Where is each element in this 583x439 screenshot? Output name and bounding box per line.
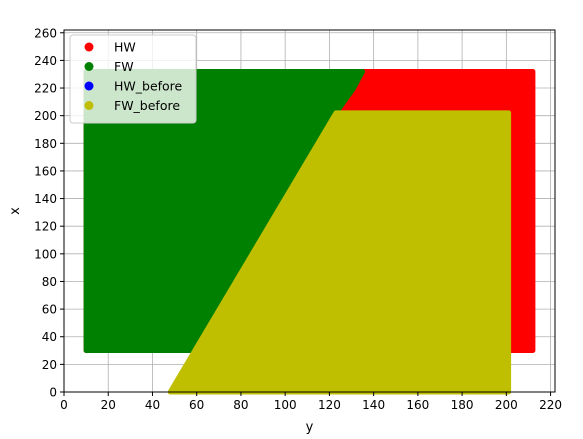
y-tick-label: 200 — [34, 109, 57, 123]
y-tick-label: 180 — [34, 137, 57, 151]
legend-box — [69, 34, 197, 124]
x-tick-label: 80 — [233, 398, 248, 412]
legend-marker — [84, 101, 94, 110]
y-tick-label: 40 — [42, 330, 57, 344]
x-axis-label: y — [306, 420, 314, 435]
x-tick-label: 200 — [495, 398, 518, 412]
y-tick-label: 100 — [34, 247, 57, 261]
legend-marker — [84, 81, 94, 91]
x-tick-label: 0 — [60, 398, 68, 412]
legend: HW FW HW_before FW_before — [69, 34, 197, 124]
x-tick-label: 140 — [362, 398, 385, 412]
y-tick-label: 220 — [34, 82, 57, 96]
y-tick-label: 80 — [42, 275, 57, 289]
x-tick-label: 60 — [189, 398, 204, 412]
x-tick-label: 40 — [145, 398, 160, 412]
data-regions — [83, 69, 536, 395]
legend-label: HW — [114, 40, 136, 55]
x-tick-label: 160 — [406, 398, 429, 412]
x-tick-label: 180 — [451, 398, 474, 412]
y-tick-label: 20 — [42, 358, 57, 372]
legend-label: FW — [114, 59, 134, 74]
y-tick-label: 260 — [34, 26, 57, 40]
x-axis-ticks: 0 20 40 60 80 100 120 140 160 180 200 220 — [60, 392, 562, 412]
y-tick-label: 140 — [34, 192, 57, 206]
legend-label: FW_before — [114, 98, 180, 113]
x-tick-label: 220 — [539, 398, 562, 412]
y-axis-label: x — [8, 207, 23, 215]
y-tick-label: 240 — [34, 54, 57, 68]
y-tick-label: 0 — [49, 386, 57, 400]
x-tick-label: 100 — [274, 398, 297, 412]
y-tick-label: 60 — [42, 303, 57, 317]
legend-marker — [84, 42, 94, 52]
plot-frame — [63, 29, 556, 393]
legend-marker — [84, 62, 94, 71]
axes-frame — [63, 29, 556, 393]
x-tick-label: 20 — [101, 398, 116, 412]
y-tick-label: 120 — [34, 220, 57, 234]
x-tick-label: 120 — [318, 398, 341, 412]
legend-label: HW_before — [114, 79, 183, 94]
y-tick-label: 160 — [34, 164, 57, 178]
y-axis-ticks: 0 20 40 60 80 100 120 140 160 180 200 220 240 260 — [34, 26, 64, 400]
